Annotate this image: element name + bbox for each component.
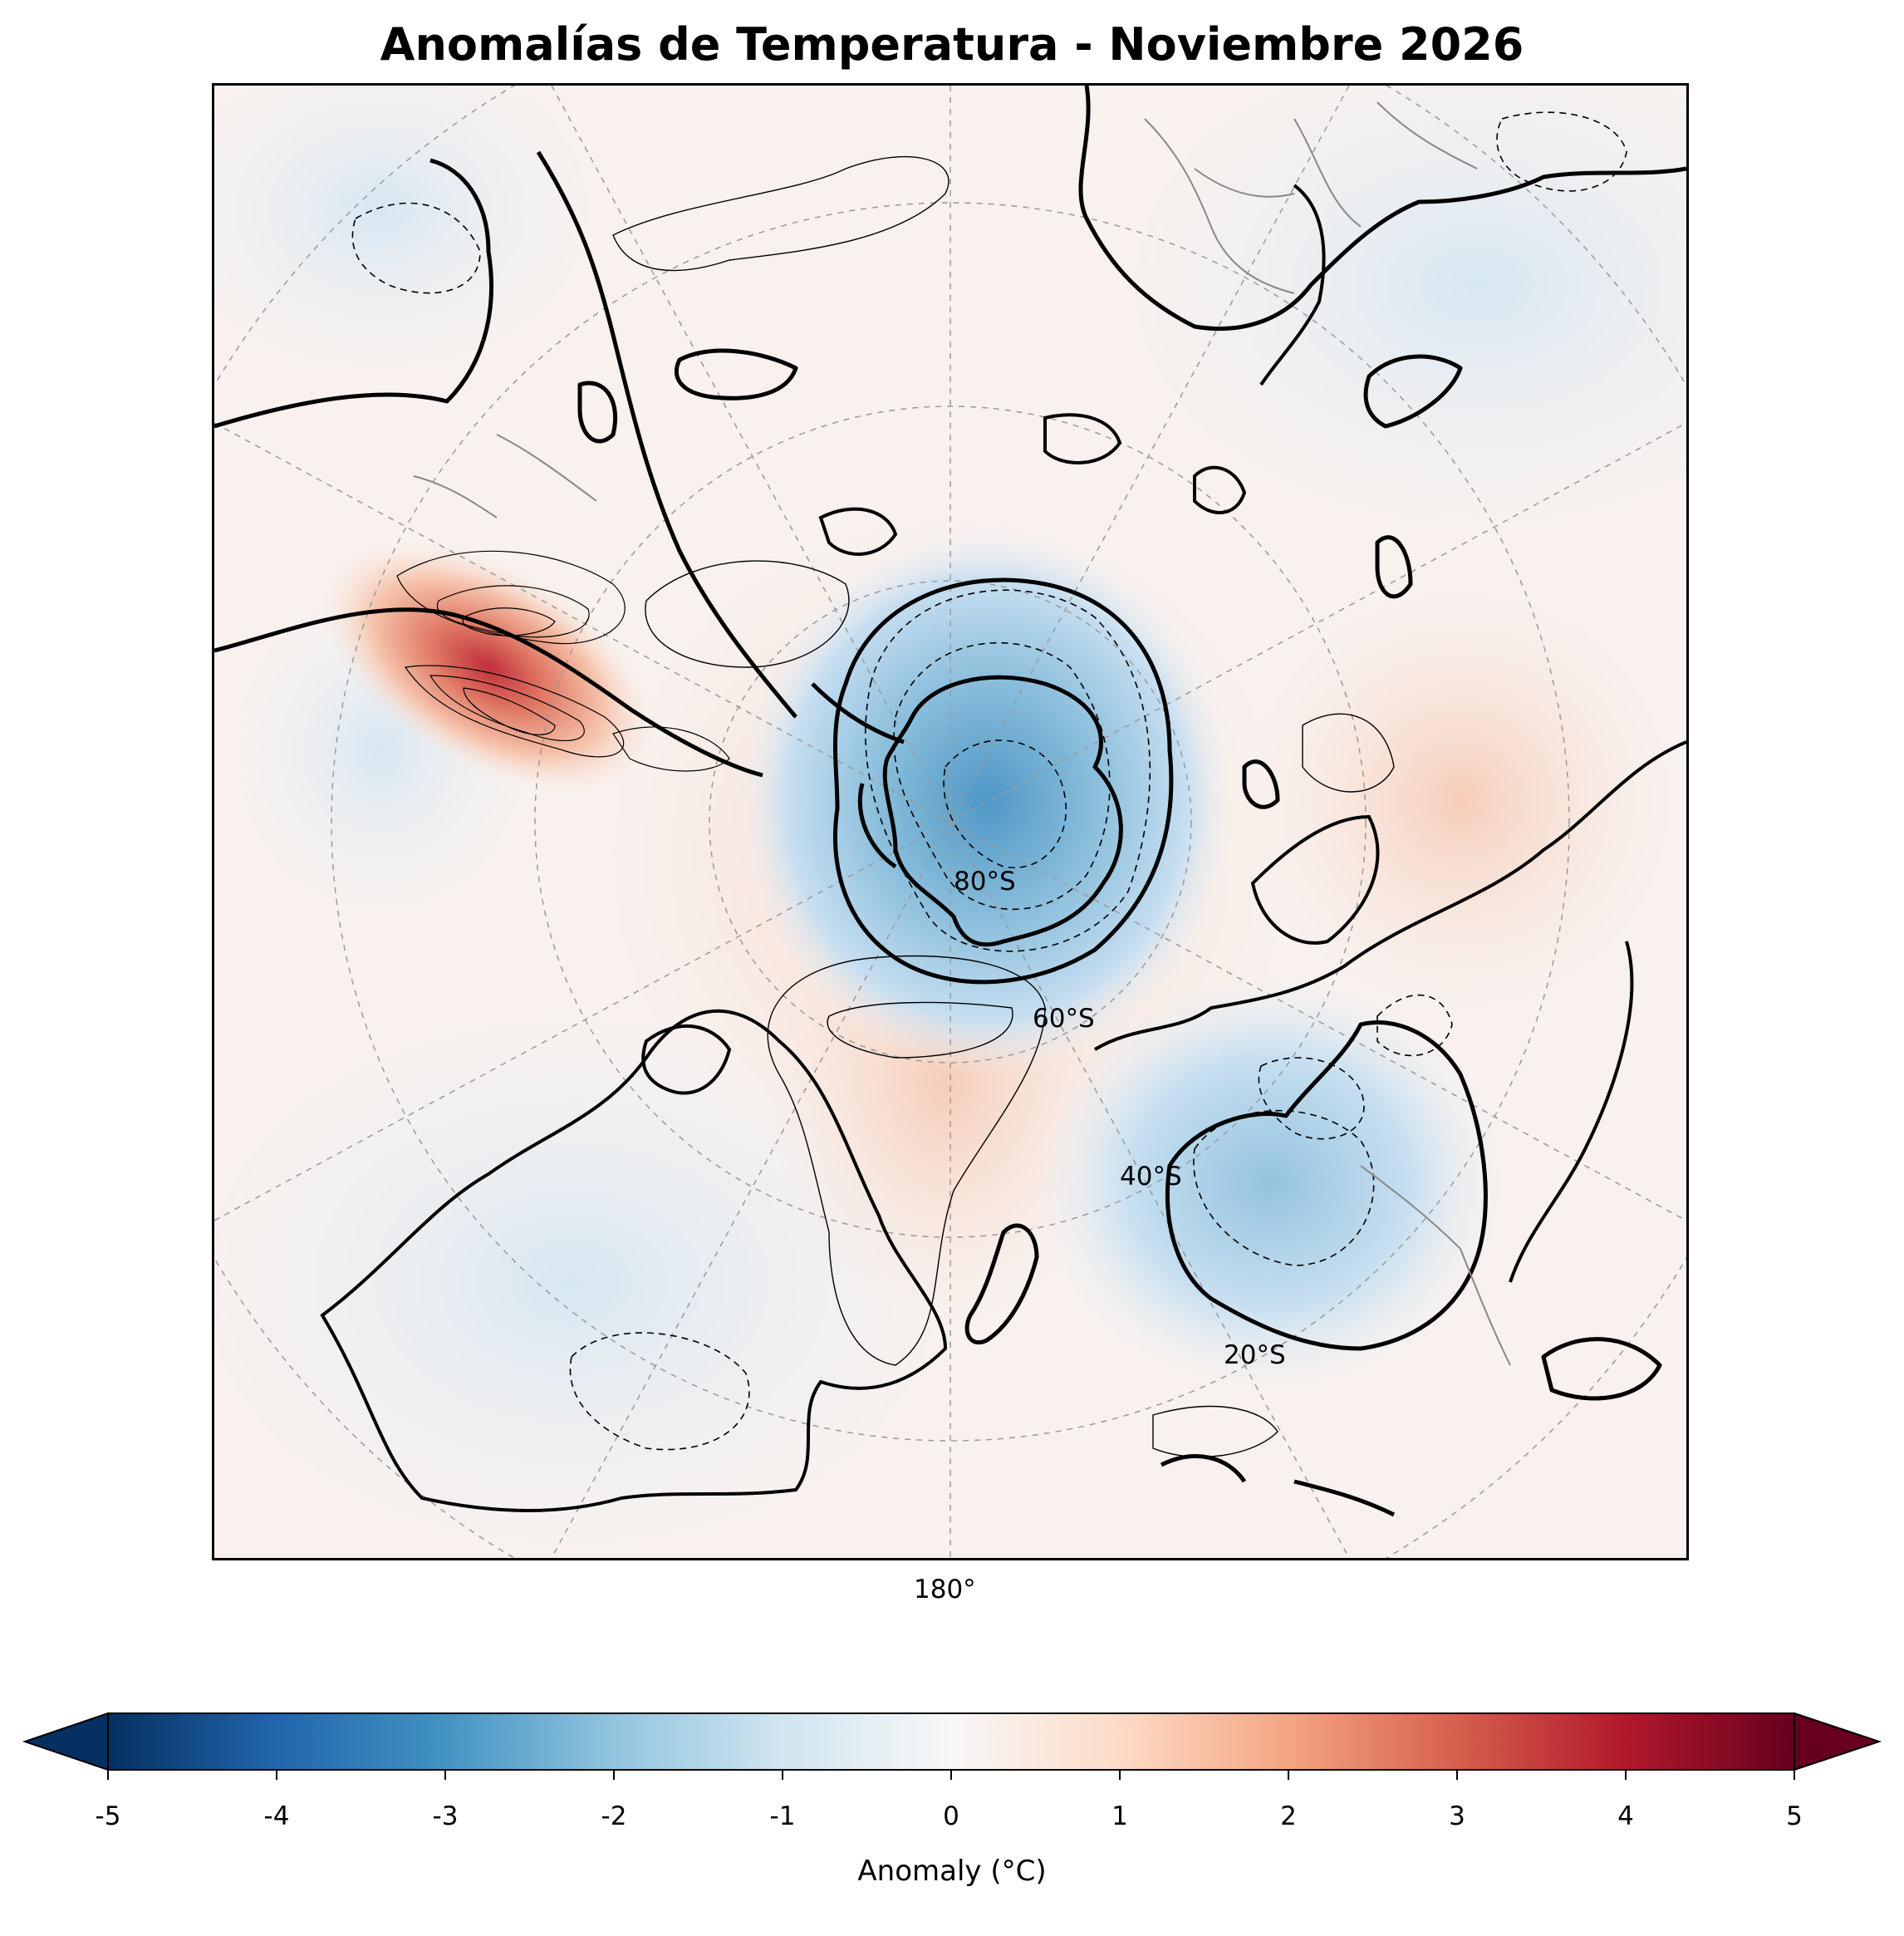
australia-anomaly-field	[1037, 975, 1502, 1390]
negative-contours	[351, 111, 1627, 1451]
colorbar-body	[107, 1712, 1795, 1771]
colorbar-tick-label: -4	[263, 1801, 290, 1831]
south-america-anomaly-field	[322, 541, 655, 794]
colorbar-tick-label: -1	[769, 1801, 796, 1831]
colorbar-tick-label: -3	[432, 1801, 459, 1831]
colorbar-label: Anomaly (°C)	[857, 1855, 1047, 1888]
map-panel[interactable]: 80°S 60°S 40°S 20°S	[212, 83, 1689, 1560]
colorbar-extend-low	[22, 1712, 109, 1771]
cool-region-north-right	[1120, 86, 1686, 534]
lat-label-20s: 20°S	[1224, 1340, 1286, 1370]
antarctica-coastline	[882, 675, 1123, 947]
coastlines	[214, 86, 1686, 1517]
colorbar	[22, 1712, 1882, 1780]
anomaly-map[interactable]	[214, 86, 1686, 1558]
colorbar-tick-label: 0	[943, 1801, 959, 1831]
lat-label-40s: 40°S	[1120, 1162, 1182, 1192]
cool-region-top-left	[214, 86, 596, 376]
colorbar-tick-label: 3	[1449, 1801, 1465, 1831]
colorbar-extend-high	[1794, 1712, 1882, 1771]
colorbar-tick-label: 4	[1617, 1801, 1634, 1831]
colorbar-tick-label: 1	[1111, 1801, 1128, 1831]
colorbar-tick-marks	[107, 1770, 1795, 1780]
colorbar-tick-label: 2	[1280, 1801, 1297, 1831]
south-america-coastline	[214, 607, 763, 778]
antarctica-anomaly-field	[738, 526, 1236, 1074]
colorbar-tick-label: -5	[95, 1801, 121, 1831]
warm-region-indian	[1244, 584, 1676, 1016]
new-zealand-coastline	[964, 1223, 1039, 1345]
australia-coastline	[1165, 1020, 1488, 1351]
africa-coastline	[1078, 86, 1686, 332]
lat-label-80s: 80°S	[954, 867, 1016, 897]
country-borders	[413, 101, 1511, 1366]
graticule	[214, 86, 1686, 1558]
lat-label-60s: 60°S	[1033, 1004, 1095, 1034]
zero-contours	[320, 184, 1686, 1512]
south-america-contours	[396, 550, 730, 772]
colorbar-tick-label: -2	[601, 1801, 627, 1831]
positive-contours	[612, 155, 1395, 1458]
lon-label-180: 180°	[914, 1575, 976, 1604]
map-title: Anomalías de Temperatura - Noviembre 202…	[380, 18, 1524, 71]
colorbar-tick-label: 5	[1786, 1801, 1803, 1831]
